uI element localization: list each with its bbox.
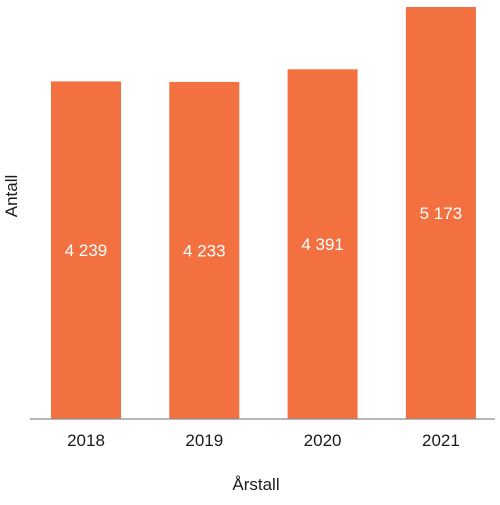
data-label-2018: 4 239	[65, 241, 108, 260]
x-tick-label-2019: 2019	[185, 431, 223, 450]
data-label-2019: 4 233	[183, 241, 226, 260]
x-tick-labels: 2018 2019 2020 2021	[67, 431, 460, 450]
bar-2021	[405, 7, 476, 419]
x-axis-title: Årstall	[232, 475, 279, 494]
data-label-2020: 4 391	[301, 235, 344, 254]
bar-2020	[287, 69, 358, 420]
x-tick-label-2020: 2020	[304, 431, 342, 450]
bars	[51, 7, 476, 420]
data-label-2021: 5 173	[420, 204, 463, 223]
bar-2018	[51, 81, 121, 420]
x-tick-label-2021: 2021	[422, 431, 460, 450]
y-axis-title: Antall	[2, 175, 21, 218]
data-labels: 4 239 4 233 4 391 5 173	[65, 204, 462, 260]
bar-2019	[169, 81, 240, 420]
x-tick-label-2018: 2018	[67, 431, 105, 450]
